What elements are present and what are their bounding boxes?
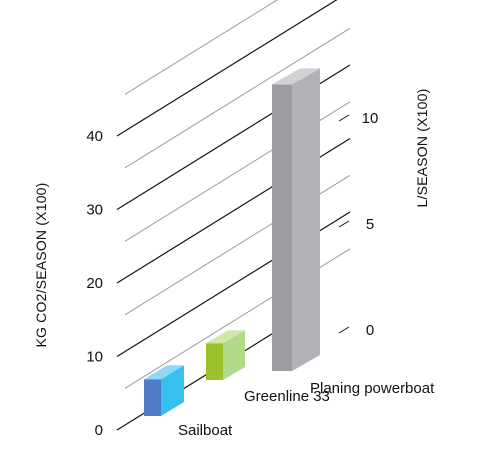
left-tick-label: 30 <box>86 202 103 219</box>
gridlines <box>116 0 351 431</box>
bar-sailboat <box>144 365 184 416</box>
right-tick-label: 5 <box>366 216 374 233</box>
bar-front-face <box>144 379 161 416</box>
major-gridline <box>116 0 338 137</box>
right-axis-title: L/SEASON (X100) <box>414 89 430 208</box>
bar-top-face <box>144 365 184 380</box>
left-tick-label: 0 <box>95 422 103 439</box>
bar-front-face <box>272 84 292 371</box>
right-tick-label: 0 <box>366 322 374 339</box>
bar-top-face <box>272 68 320 85</box>
minor-gridline <box>124 27 351 169</box>
category-label: Sailboat <box>178 422 233 439</box>
bars <box>144 68 320 416</box>
category-label: Planing powerboat <box>310 380 435 397</box>
minor-gridline <box>124 0 279 95</box>
left-tick-label: 20 <box>86 275 103 292</box>
left-axis-title: KG CO2/SEASON (X100) <box>33 182 49 347</box>
category-label: Greenline 33 <box>244 388 330 405</box>
bar-front-face <box>206 343 223 380</box>
right-tick-label: 10 <box>362 110 379 127</box>
bar-side-face <box>161 365 184 416</box>
bar-side-face <box>223 330 245 380</box>
left-tick-label: 10 <box>86 349 103 366</box>
right-tick-mark <box>338 114 350 122</box>
bar-top-face <box>206 330 245 344</box>
bar-side-face <box>292 68 320 371</box>
bar-planing-powerboat <box>272 68 320 371</box>
tick-labels: 0 10 20 30 40 0 5 10 <box>86 110 378 439</box>
right-tick-mark <box>338 326 350 334</box>
bar-greenline-33 <box>206 330 245 380</box>
major-gridline <box>116 331 276 431</box>
left-tick-label: 40 <box>86 128 103 145</box>
right-tick-mark <box>338 220 350 228</box>
